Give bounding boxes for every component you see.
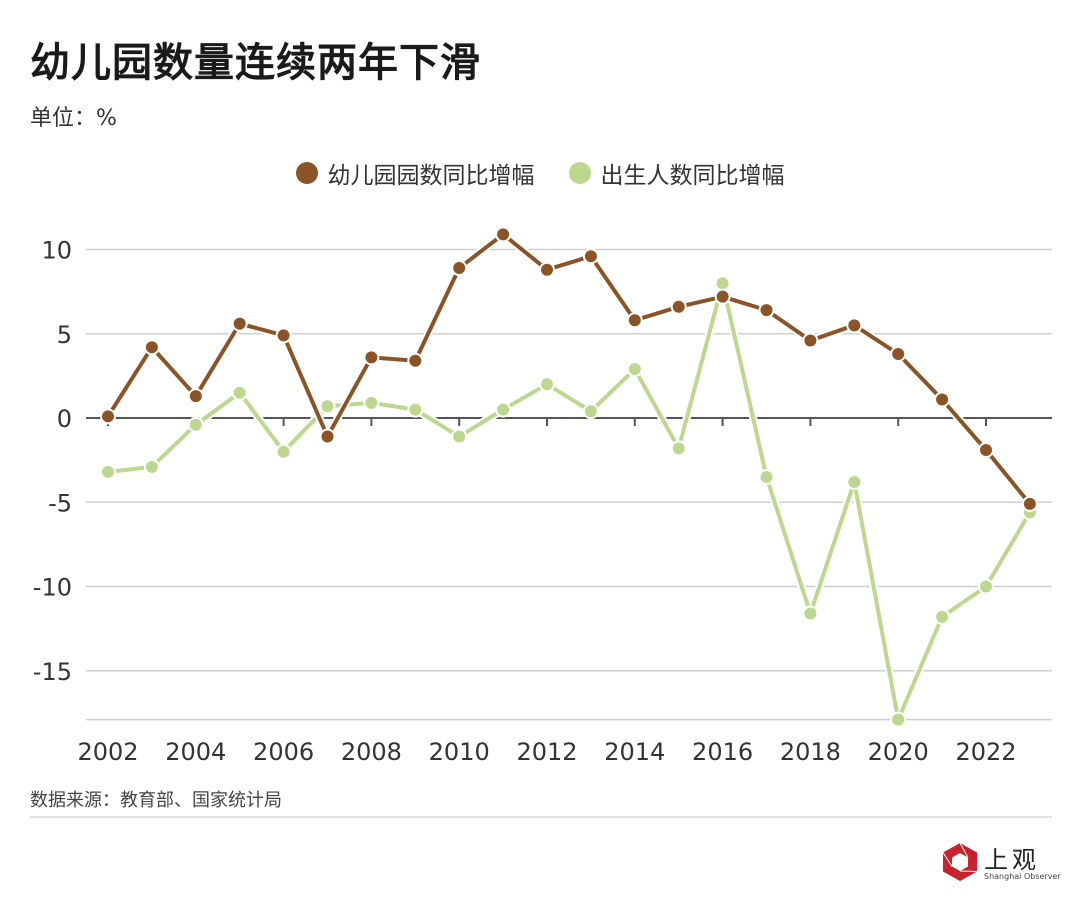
data-point (143, 458, 160, 475)
data-point (539, 376, 555, 393)
data-point (407, 401, 424, 418)
data-point (275, 327, 292, 344)
logo-text-cn: 上观 (984, 846, 1040, 874)
gridlines (86, 248, 1052, 721)
legend-item-births[interactable]: 出生人数同比增幅 (568, 156, 785, 190)
logo-text-en: Shanghai Observer (984, 872, 1061, 881)
data-point (187, 416, 204, 433)
legend-label-kindergarten: 幼儿园园数同比增幅 (327, 163, 535, 189)
unit-label: 单位：% (30, 106, 117, 131)
shanghai-observer-logo: 上观 Shanghai Observer (940, 838, 1061, 888)
data-point (451, 260, 468, 277)
x-tick-label: 2004 (165, 738, 226, 766)
y-axis-ticks: 10 5 0 -5 -10 -15 (33, 237, 72, 686)
data-point (495, 226, 512, 243)
data-point (231, 384, 248, 401)
data-point (100, 463, 116, 480)
data-point (934, 391, 951, 408)
legend-swatch-kindergarten (295, 162, 318, 184)
data-point (363, 349, 380, 366)
series-lines (100, 226, 1038, 728)
data-point (670, 440, 687, 457)
data-point (934, 608, 951, 625)
x-tick-label: 2016 (692, 738, 753, 766)
x-tick-label: 2002 (77, 738, 138, 766)
data-point (187, 388, 204, 405)
data-point (626, 361, 643, 378)
data-point (582, 403, 599, 420)
x-tick-label: 2018 (780, 738, 841, 766)
data-point (714, 288, 731, 305)
data-point (758, 468, 775, 485)
legend-item-kindergarten[interactable]: 幼儿园园数同比增幅 (295, 156, 535, 190)
series-kindergarten (100, 226, 1038, 512)
series-births (100, 275, 1038, 728)
data-point (802, 332, 819, 349)
data-point (319, 428, 336, 445)
y-tick-label: -5 (48, 489, 72, 517)
footer-divider (30, 816, 1052, 818)
data-point (802, 605, 819, 622)
legend: 幼儿园园数同比增幅 出生人数同比增幅 (0, 156, 1080, 190)
series-line (107, 281, 1032, 722)
data-point (1021, 495, 1038, 512)
y-tick-label: 5 (57, 321, 72, 349)
data-point (714, 275, 731, 292)
y-tick-label: 0 (57, 405, 72, 433)
x-tick-label: 2008 (341, 738, 402, 766)
legend-swatch-births (568, 162, 591, 184)
x-tick-label: 2022 (955, 738, 1016, 766)
y-tick-label: -10 (33, 574, 72, 602)
series-line-halo (104, 230, 1034, 507)
series-line (106, 232, 1032, 506)
data-point (143, 339, 160, 356)
x-tick-label: 2010 (429, 738, 490, 766)
data-point (363, 394, 380, 411)
data-point (231, 315, 248, 332)
data-point (407, 352, 424, 369)
data-point (626, 312, 643, 329)
line-chart: 10 5 0 -5 -10 -15 2002 2004 2006 2008 2010 2012 201… (33, 226, 1052, 766)
data-point (582, 248, 599, 265)
data-point (758, 302, 775, 319)
data-point (319, 398, 336, 415)
x-tick-label: 2020 (868, 738, 929, 766)
data-point (539, 261, 555, 278)
data-source: 数据来源：教育部、国家统计局 (30, 790, 282, 811)
data-point (670, 298, 687, 315)
logo-hexagon-icon (942, 842, 978, 881)
y-tick-label: 10 (41, 237, 72, 265)
data-point (451, 428, 468, 445)
data-point (846, 317, 863, 334)
data-point (978, 578, 994, 595)
data-point (495, 401, 512, 418)
data-point (100, 408, 116, 425)
data-point (890, 711, 907, 728)
x-tick-label: 2006 (253, 738, 314, 766)
data-point (890, 345, 907, 362)
chart-title: 幼儿园数量连续两年下滑 (30, 40, 481, 86)
y-tick-label: -15 (33, 658, 72, 686)
data-point (978, 442, 994, 459)
data-point (275, 443, 292, 460)
x-tick-label: 2012 (516, 738, 577, 766)
x-tick-label: 2014 (604, 738, 665, 766)
legend-label-births: 出生人数同比增幅 (600, 163, 785, 189)
data-point (846, 474, 863, 491)
